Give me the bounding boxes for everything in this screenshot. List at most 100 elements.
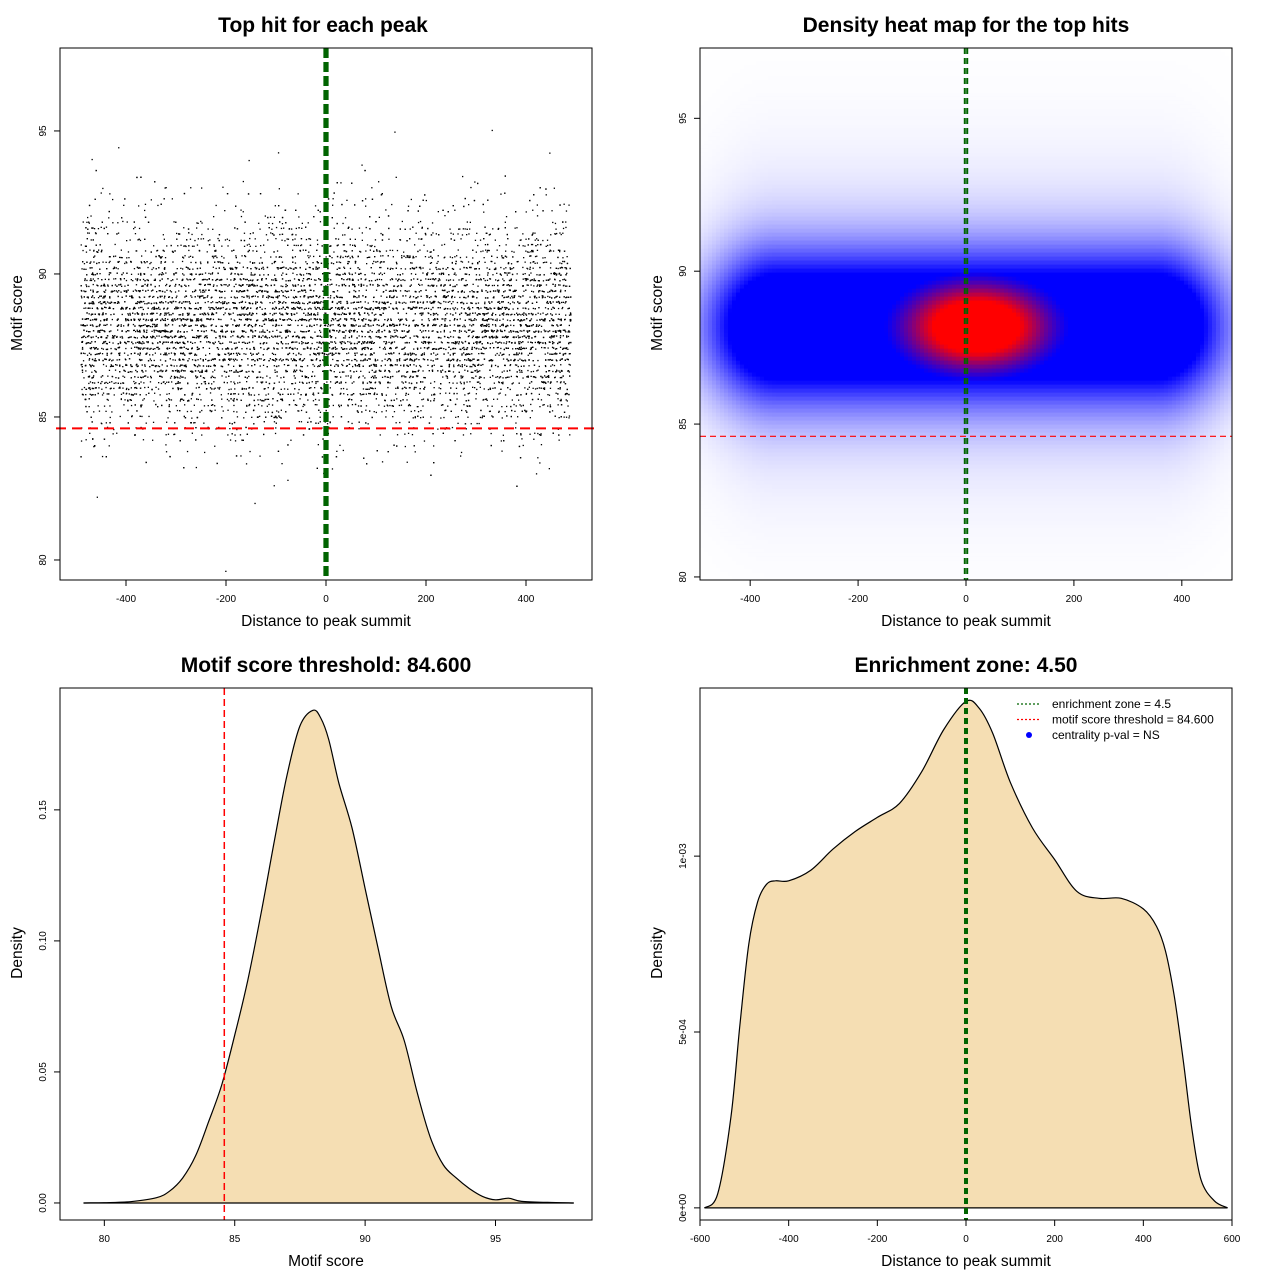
scatter-point [111,381,113,383]
scatter-point [270,319,272,321]
scatter-point [248,318,250,320]
scatter-point [537,325,539,327]
scatter-point [97,291,99,293]
scatter-point [565,399,567,401]
scatter-point [146,341,148,343]
scatter-point [104,285,106,287]
scatter-point [137,348,140,350]
scatter-point [238,324,240,326]
scatter-point [443,257,445,259]
scatter-point [238,375,240,377]
scatter-point [402,382,404,384]
scatter-point [153,306,155,308]
scatter-point [127,340,129,343]
scatter-point [459,318,461,320]
scatter-point [458,228,460,230]
scatter-point [566,272,568,274]
scatter-point [328,347,331,349]
scatter-point [494,354,497,356]
scatter-point [178,290,180,292]
scatter-point [311,375,313,378]
scatter-point [344,255,347,258]
scatter-point [170,314,172,316]
scatter-point [539,284,541,286]
scatter-point [485,330,487,333]
scatter-point [273,308,276,310]
scatter-point [108,445,110,447]
scatter-point [281,337,283,339]
scatter-point [469,359,472,361]
scatter-point [474,387,476,389]
scatter-point [432,324,434,327]
scatter-point [204,272,207,274]
scatter-point [260,336,262,339]
scatter-point [378,250,380,252]
scatter-point [351,422,353,425]
scatter-point [525,313,527,315]
scatter-point [179,377,181,379]
scatter-point [535,325,537,327]
scatter-point [532,370,535,373]
scatter-point [324,312,326,314]
scatter-point [313,279,316,281]
scatter-point [540,341,542,344]
scatter-point [329,422,331,424]
scatter-point [409,228,411,230]
scatter-point [113,266,116,268]
scatter-point [146,336,148,338]
scatter-point [532,209,534,211]
scatter-point [515,375,518,377]
scatter-point [195,377,198,379]
scatter-point [187,279,189,281]
scatter-point [114,369,117,371]
scatter-point [292,284,294,286]
scatter-point [525,393,527,395]
scatter-point [269,377,271,379]
scatter-point [495,376,497,378]
scatter-point [358,377,360,379]
scatter-point [316,324,318,326]
scatter-point [343,341,345,343]
scatter-point [207,228,209,230]
scatter-point [518,352,520,354]
scatter-point [540,325,543,327]
scatter-point [451,426,454,429]
scatter-point [462,175,464,178]
scatter-point [516,330,518,333]
scatter-point [204,278,206,281]
scatter-point [385,209,387,211]
scatter-point [513,353,515,356]
scatter-point [471,325,473,327]
scatter-point [226,278,228,280]
scatter-point [339,444,341,446]
scatter-point [208,347,211,349]
scatter-point [449,360,451,362]
scatter-point [524,387,526,389]
scatter-point [144,250,147,252]
scatter-point [100,192,102,194]
scatter-point [311,337,314,339]
scatter-point [552,301,554,303]
scatter-point [523,290,525,292]
scatter-point [560,381,562,383]
scatter-point [215,290,218,292]
scatter-point [113,382,115,384]
scatter-point [139,267,141,269]
scatter-point [549,278,551,280]
scatter-point [329,272,331,274]
scatter-point [296,306,298,308]
scatter-point [128,393,130,395]
scatter-point [197,370,200,372]
scatter-point [422,325,424,327]
scatter-point [179,400,181,402]
scatter-point [449,228,451,230]
scatter-point [524,245,526,247]
scatter-point [465,353,468,355]
scatter-point [213,308,216,310]
scatter-point [273,421,276,423]
scatter-point [273,485,275,487]
scatter-point [188,358,190,360]
scatter-point [542,290,544,293]
scatter-point [562,348,564,350]
scatter-point [156,249,159,252]
